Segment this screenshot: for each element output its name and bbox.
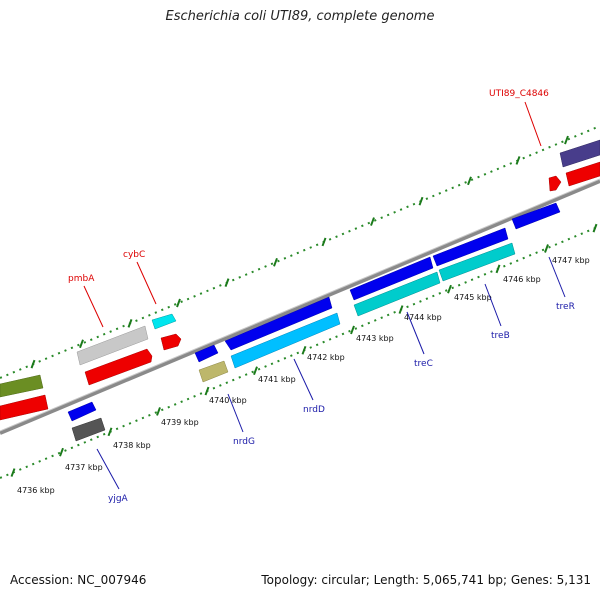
- genome-summary: Topology: circular; Length: 5,065,741 bp…: [261, 573, 591, 587]
- reverse-gene-treC[interactable]: [353, 271, 441, 317]
- outer-major-tick: [467, 176, 472, 186]
- gene-label-cybC[interactable]: cybC: [123, 250, 145, 260]
- tick-label-4738: 4738 kbp: [113, 441, 151, 450]
- forward-gene-red-3[interactable]: [160, 333, 182, 351]
- tick-label-4742: 4742 kbp: [307, 353, 345, 362]
- reverse-gene-nrdG-blue[interactable]: [194, 344, 219, 363]
- outer-major-tick: [273, 257, 278, 267]
- tick-label-4744: 4744 kbp: [404, 313, 442, 322]
- forward-gene-red-left[interactable]: [0, 394, 49, 421]
- tick-label-4745: 4745 kbp: [454, 293, 492, 302]
- genome-backbone: [0, 179, 600, 435]
- outer-major-tick: [515, 156, 521, 165]
- forward-gene-red-5[interactable]: [565, 161, 600, 187]
- inner-major-tick: [107, 427, 113, 437]
- forward-gene-red-2[interactable]: [84, 348, 153, 386]
- tick-label-4737: 4737 kbp: [65, 463, 103, 472]
- gene-label-pmbA[interactable]: pmbA: [68, 274, 95, 284]
- tick-label-4746: 4746 kbp: [503, 275, 541, 284]
- leader-treB: [484, 283, 502, 327]
- leader-treC: [406, 311, 425, 355]
- inner-major-tick: [253, 366, 258, 376]
- leader-nrdG: [227, 393, 244, 433]
- leader-yjgA: [96, 448, 120, 490]
- inner-major-tick: [592, 223, 598, 233]
- gene-label-nrdD[interactable]: nrdD: [303, 405, 325, 415]
- forward-gene-pmbA[interactable]: [76, 325, 149, 366]
- reverse-gene-treB[interactable]: [438, 242, 516, 282]
- gene-label-treC[interactable]: treC: [414, 359, 433, 369]
- outer-major-tick: [79, 339, 84, 349]
- gene-label-nrdG[interactable]: nrdG: [233, 437, 255, 447]
- leader-treR: [548, 256, 566, 298]
- forward-gene-green[interactable]: [0, 374, 44, 398]
- tick-label-4736: 4736 kbp: [17, 486, 55, 495]
- leader-pmbA: [83, 285, 104, 328]
- outer-major-tick: [127, 319, 133, 328]
- outer-major-tick: [224, 278, 230, 288]
- accession-label: Accession: NC_007946: [10, 573, 147, 587]
- gene-label-treB[interactable]: treB: [491, 331, 510, 341]
- gene-label-yjgA[interactable]: yjgA: [108, 494, 129, 504]
- forward-gene-UTI89_C4846[interactable]: [559, 139, 600, 168]
- reverse-gene-nrdD-blue[interactable]: [224, 296, 333, 351]
- outer-major-tick: [564, 135, 569, 145]
- gene-label-UTI89_C4846[interactable]: UTI89_C4846: [489, 89, 549, 99]
- inner-major-tick: [59, 447, 64, 457]
- leader-UTI89_C4846: [524, 101, 542, 147]
- inner-major-tick: [156, 407, 161, 416]
- major-ticks: [10, 135, 598, 477]
- reverse-gene-treR[interactable]: [511, 202, 561, 230]
- map-title: Escherichia coli UTI89, complete genome: [165, 9, 435, 24]
- forward-gene-red-4[interactable]: [548, 175, 562, 192]
- reverse-gene-treB-blue[interactable]: [432, 227, 509, 267]
- inner-major-tick: [204, 386, 210, 396]
- inner-major-tick: [398, 305, 404, 314]
- inner-major-tick: [301, 345, 307, 355]
- outer-major-tick: [418, 196, 424, 206]
- inner-major-tick: [495, 264, 501, 274]
- tick-label-4743: 4743 kbp: [356, 334, 394, 343]
- tick-label-4741: 4741 kbp: [258, 375, 296, 384]
- reverse-gene-khaki[interactable]: [198, 360, 229, 383]
- inner-major-tick: [10, 468, 16, 477]
- genome-backbone-highlight: [0, 178, 600, 432]
- inner-major-tick: [447, 284, 452, 294]
- outer-major-tick: [321, 237, 327, 247]
- forward-gene-cybC[interactable]: [151, 313, 177, 330]
- tick-label-4739: 4739 kbp: [161, 418, 199, 427]
- inner-major-tick: [350, 325, 355, 335]
- reverse-gene-nrdD[interactable]: [230, 312, 341, 369]
- reverse-gene-treC-blue[interactable]: [349, 256, 434, 301]
- gene-label-treR[interactable]: treR: [556, 302, 575, 312]
- tick-label-4740: 4740 kbp: [209, 396, 247, 405]
- outer-major-tick: [176, 298, 181, 308]
- tick-label-4747: 4747 kbp: [552, 256, 590, 265]
- inner-major-tick: [544, 244, 549, 253]
- outer-major-tick: [370, 217, 375, 226]
- reverse-gene-grey[interactable]: [71, 417, 106, 442]
- leader-cybC: [136, 261, 157, 305]
- leader-nrdD: [293, 358, 314, 401]
- outer-major-tick: [30, 359, 36, 369]
- reverse-gene-yjgA[interactable]: [67, 401, 97, 422]
